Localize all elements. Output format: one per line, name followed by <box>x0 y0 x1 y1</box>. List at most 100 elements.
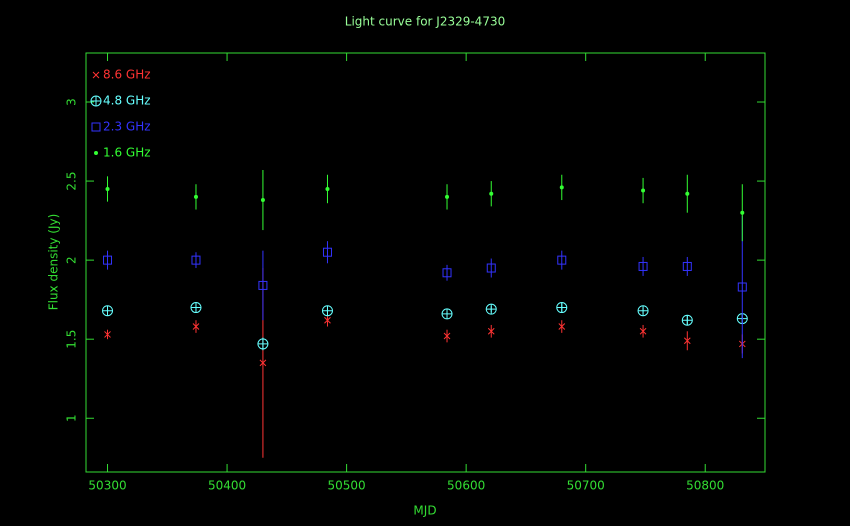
marker-shape <box>682 315 693 326</box>
marker-shape <box>324 316 331 324</box>
marker-shape <box>487 327 495 335</box>
y-tick-label: 3 <box>65 98 79 106</box>
marker-shape <box>260 198 265 203</box>
marker-shape <box>685 191 690 196</box>
plot-frame <box>85 52 766 473</box>
data-point <box>556 302 568 314</box>
marker-shape <box>740 210 745 215</box>
data-point <box>487 327 495 335</box>
data-point <box>105 186 110 191</box>
legend-marker <box>90 95 102 107</box>
legend-label: 2.3 GHz <box>103 120 151 134</box>
marker-shape <box>259 359 267 367</box>
data-point <box>102 305 114 317</box>
marker-shape <box>193 194 198 199</box>
marker-shape <box>559 185 564 190</box>
marker-shape <box>557 255 567 265</box>
y-tick-label: 1 <box>65 414 79 422</box>
marker-shape <box>442 268 452 278</box>
marker-shape <box>486 304 497 315</box>
x-tick-label: 50700 <box>567 479 605 493</box>
marker-shape <box>257 338 268 349</box>
legend-marker <box>94 151 98 155</box>
marker-shape <box>91 122 101 132</box>
marker-shape <box>91 96 101 106</box>
marker-shape <box>737 282 747 292</box>
marker-shape <box>192 323 200 330</box>
data-point <box>257 338 269 350</box>
legend-label: 1.6 GHz <box>103 146 151 160</box>
data-point <box>103 255 113 265</box>
data-point <box>641 188 646 193</box>
marker-shape <box>639 327 647 335</box>
data-point <box>489 191 494 196</box>
x-axis-label: MJD <box>413 504 436 518</box>
data-point <box>191 255 201 265</box>
x-tick-label: 50400 <box>208 479 246 493</box>
x-tick-label: 50500 <box>328 479 366 493</box>
data-point <box>557 255 567 265</box>
legend-label: 8.6 GHz <box>103 68 151 82</box>
data-point <box>442 268 452 278</box>
marker-shape <box>443 332 451 340</box>
data-point <box>260 198 265 203</box>
data-point <box>193 194 198 199</box>
marker-shape <box>322 305 333 316</box>
data-point <box>104 331 111 338</box>
marker-shape <box>322 247 332 257</box>
data-point <box>441 308 453 320</box>
marker-shape <box>556 302 567 313</box>
data-point <box>190 302 202 314</box>
marker-shape <box>258 280 268 290</box>
data-point <box>445 194 450 199</box>
data-point <box>259 359 267 367</box>
data-point <box>638 261 648 271</box>
marker-shape <box>191 255 201 265</box>
y-tick-label: 1.5 <box>65 330 79 349</box>
data-point <box>192 323 200 330</box>
data-point <box>321 305 333 317</box>
marker-shape <box>102 305 113 316</box>
marker-shape <box>103 255 113 265</box>
chart-title: Light curve for J2329-4730 <box>345 15 505 29</box>
marker-shape <box>104 331 111 338</box>
marker-shape <box>489 191 494 196</box>
marker-shape <box>486 263 496 273</box>
data-point <box>559 185 564 190</box>
marker-shape <box>638 305 649 316</box>
data-point <box>558 323 566 330</box>
data-point <box>685 191 690 196</box>
data-point <box>486 263 496 273</box>
x-tick-label: 50600 <box>447 479 485 493</box>
data-point <box>639 327 647 335</box>
x-tick-label: 50300 <box>88 479 126 493</box>
data-point <box>443 332 451 340</box>
data-point <box>485 303 497 315</box>
y-tick-label: 2 <box>65 256 79 264</box>
marker-shape <box>558 323 566 330</box>
marker-shape <box>638 261 648 271</box>
marker-shape <box>92 71 100 79</box>
marker-shape <box>325 186 330 191</box>
y-tick-label: 2.5 <box>65 172 79 191</box>
data-point <box>737 282 747 292</box>
x-tick-label: 50800 <box>686 479 724 493</box>
data-point <box>683 337 691 345</box>
data-point <box>740 210 745 215</box>
data-point <box>637 305 649 317</box>
marker-shape <box>641 188 646 193</box>
marker-shape <box>94 151 98 155</box>
marker-shape <box>105 186 110 191</box>
data-point <box>322 247 332 257</box>
marker-shape <box>442 308 453 319</box>
data-point <box>681 314 693 326</box>
marker-shape <box>190 302 201 313</box>
marker-shape <box>445 194 450 199</box>
data-point <box>325 186 330 191</box>
legend-marker <box>92 71 100 79</box>
marker-shape <box>682 261 692 271</box>
data-point <box>682 261 692 271</box>
marker-shape <box>683 337 691 345</box>
